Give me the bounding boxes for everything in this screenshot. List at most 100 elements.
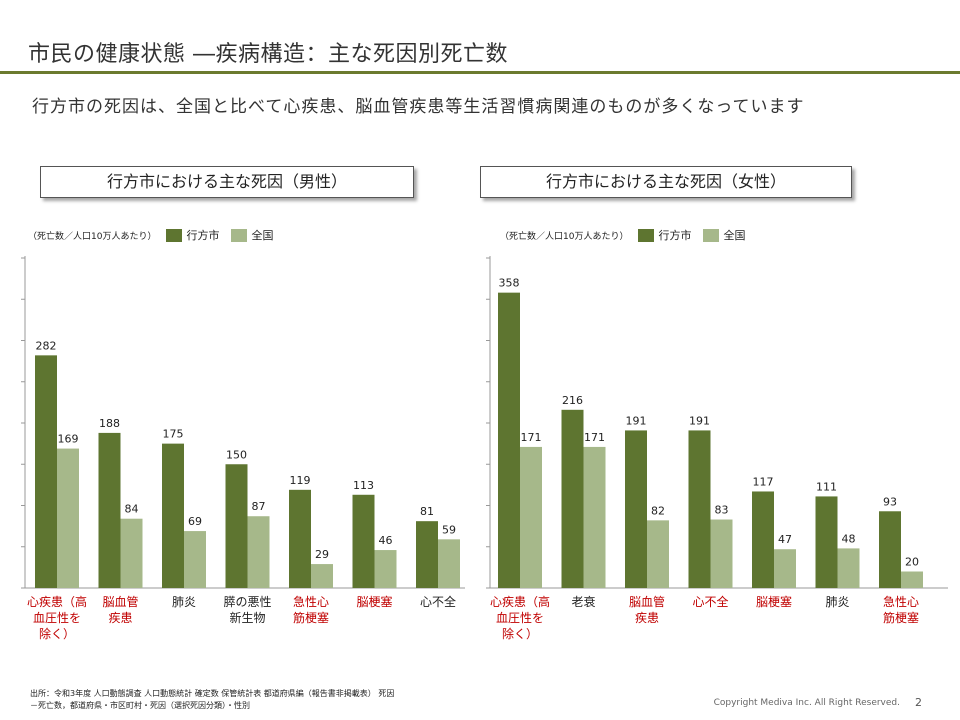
data-label: 82 (651, 504, 665, 517)
bar-national (247, 516, 270, 588)
category-label: 脳梗塞 (356, 594, 392, 609)
bar-nameg (752, 491, 774, 588)
page-number: 2 (915, 696, 922, 709)
data-label: 119 (290, 474, 311, 487)
data-label: 113 (353, 479, 374, 492)
data-label: 150 (226, 448, 247, 461)
bar-national (374, 550, 397, 588)
category-label: 疾患 (108, 610, 132, 625)
legend-label-national: 全国 (251, 229, 274, 242)
data-label: 282 (36, 339, 57, 352)
bar-nameg (35, 355, 57, 588)
bar-nameg (352, 494, 375, 588)
category-label: 急性心 (883, 594, 919, 609)
chart-title-female: 行方市における主な死因（女性） (480, 166, 852, 198)
data-label: 216 (562, 394, 583, 407)
legend-swatch-national (703, 228, 720, 242)
category-label: 老衰 (571, 594, 595, 609)
category-label: 血圧性を (496, 611, 544, 625)
bar-nameg (98, 432, 121, 588)
bar-nameg (225, 464, 248, 588)
page-subtitle: 行方市の死因は、全国と比べて心疾患、脳血管疾患等生活習慣病関連のものが多くなって… (32, 97, 805, 117)
category-label: 筋梗塞 (883, 610, 919, 625)
bar-national (837, 548, 860, 588)
category-label: 血圧性を (33, 611, 81, 625)
category-label: 肺炎 (172, 595, 196, 609)
category-label: 脳梗塞 (756, 594, 792, 609)
data-label: 111 (816, 480, 837, 493)
bar-national (438, 539, 460, 588)
legend-male: （死亡数／人口10万人あたり） 行方市 全国 (28, 227, 285, 243)
category-label: 心疾患（高 (490, 594, 550, 609)
data-label: 46 (379, 534, 393, 547)
category-label: 新生物 (229, 610, 265, 625)
legend-label-nameg: 行方市 (186, 229, 220, 242)
bar-national (311, 564, 333, 588)
data-label: 188 (99, 417, 120, 430)
data-label: 20 (905, 556, 919, 569)
bar-national (647, 520, 669, 588)
page-title: 市民の健康状態 ―疾病構造：主な死因別死亡数 (28, 42, 508, 67)
bar-national (520, 446, 542, 588)
category-label: 除く） (502, 626, 538, 641)
data-label: 29 (315, 548, 329, 561)
category-label: 除く） (39, 626, 75, 641)
legend-label-nameg: 行方市 (658, 229, 692, 242)
data-label: 83 (715, 504, 729, 517)
category-label: 筋梗塞 (293, 610, 329, 625)
data-label: 47 (778, 533, 792, 546)
bar-nameg (561, 409, 584, 588)
category-label: 疾患 (635, 610, 659, 625)
bar-national (774, 549, 796, 588)
copyright: Copyright Mediva Inc. All Right Reserved… (713, 698, 900, 708)
category-label: 膵の悪性 (223, 595, 271, 609)
chart-title-male: 行方市における主な死因（男性） (40, 166, 414, 198)
legend-female: （死亡数／人口10万人あたり） 行方市 全国 (500, 227, 757, 243)
data-label: 81 (420, 505, 434, 518)
bar-nameg (498, 292, 520, 588)
data-label: 59 (442, 523, 456, 536)
data-label: 358 (499, 277, 520, 290)
category-label: 心不全 (420, 594, 456, 609)
category-label: 急性心 (293, 594, 329, 609)
data-label: 87 (252, 500, 266, 513)
legend-label-national: 全国 (723, 229, 746, 242)
category-label: 脳血管 (102, 594, 138, 609)
data-label: 175 (163, 428, 184, 441)
bar-nameg (416, 521, 438, 588)
category-label: 肺炎 (825, 595, 849, 609)
category-label: 心疾患（高 (27, 594, 87, 609)
bar-national (901, 571, 923, 588)
legend-note: （死亡数／人口10万人あたり） (500, 231, 629, 242)
source-note: 出所：令和3年度 人口動態調査 人口動態統計 確定数 保管統計表 都道府県編（報… (30, 688, 394, 712)
data-label: 69 (188, 515, 202, 528)
legend-note: （死亡数／人口10万人あたり） (28, 231, 157, 242)
source-line-2: －死亡数，都道府県・市区町村・死因（選択死因分類）・性別 (30, 701, 250, 710)
legend-swatch-nameg (638, 228, 655, 242)
data-label: 117 (753, 475, 774, 488)
category-label: 心不全 (692, 594, 728, 609)
legend-swatch-nameg (166, 228, 183, 242)
bar-national (583, 446, 606, 588)
bar-nameg (289, 489, 311, 588)
bar-nameg (162, 443, 184, 588)
bar-nameg (879, 511, 901, 588)
data-label: 191 (626, 414, 647, 427)
bar-nameg (625, 430, 647, 588)
title-rule (0, 71, 960, 74)
bar-nameg (688, 430, 711, 588)
data-label: 84 (125, 503, 139, 516)
bar-national (184, 531, 206, 588)
data-label: 171 (584, 431, 605, 444)
data-label: 191 (689, 414, 710, 427)
bar-national (120, 518, 143, 588)
legend-swatch-national (231, 228, 248, 242)
bar-national (57, 448, 79, 588)
source-line-1: 出所：令和3年度 人口動態調査 人口動態統計 確定数 保管統計表 都道府県編（報… (30, 689, 395, 698)
bar-nameg (815, 496, 838, 588)
data-label: 48 (842, 532, 856, 545)
data-label: 93 (883, 495, 897, 508)
bar-national (710, 519, 733, 588)
